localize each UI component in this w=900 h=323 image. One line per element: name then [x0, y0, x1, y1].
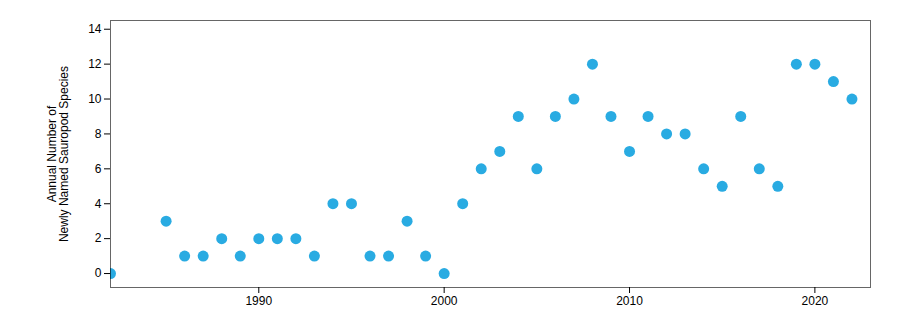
svg-text:Annual Number ofNewly Named Sa: Annual Number ofNewly Named Sauropod Spe…	[45, 66, 71, 242]
svg-text:10: 10	[88, 92, 102, 106]
svg-text:4: 4	[95, 197, 102, 211]
svg-text:8: 8	[95, 127, 102, 141]
svg-text:14: 14	[88, 22, 102, 36]
svg-text:2000: 2000	[431, 294, 458, 308]
svg-text:6: 6	[95, 162, 102, 176]
svg-text:2010: 2010	[616, 294, 643, 308]
svg-text:1990: 1990	[245, 294, 272, 308]
svg-text:12: 12	[88, 57, 102, 71]
svg-text:0: 0	[95, 266, 102, 280]
svg-text:2020: 2020	[802, 294, 829, 308]
svg-text:2: 2	[95, 231, 102, 245]
